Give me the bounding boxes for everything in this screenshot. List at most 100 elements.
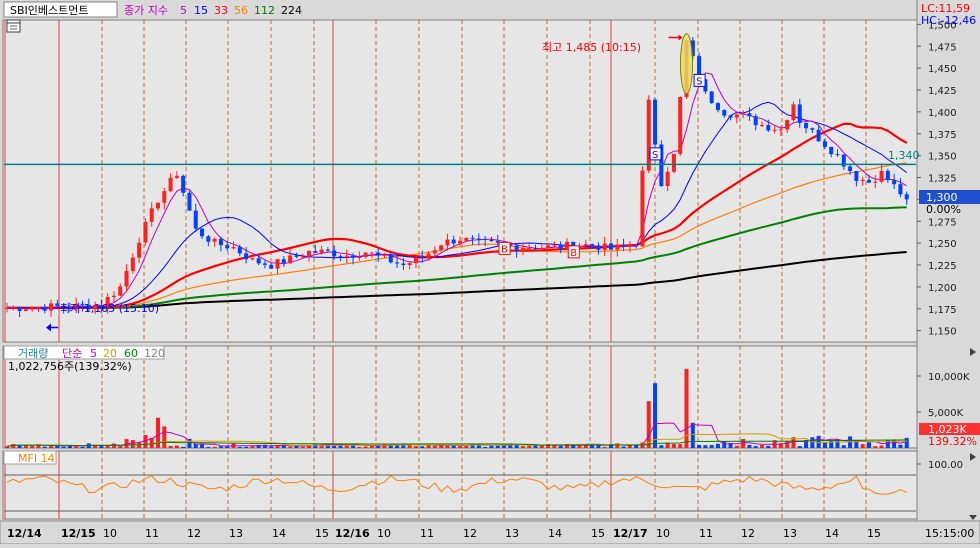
- volume-bar[interactable]: [495, 445, 500, 448]
- volume-bar[interactable]: [420, 446, 425, 448]
- volume-bar[interactable]: [898, 444, 903, 448]
- volume-bar[interactable]: [36, 444, 41, 448]
- candle-body[interactable]: [294, 255, 299, 257]
- volume-bar[interactable]: [143, 435, 148, 448]
- volume-bar[interactable]: [49, 445, 54, 448]
- candle-body[interactable]: [709, 91, 714, 104]
- candle-body[interactable]: [741, 113, 746, 115]
- scroll-arrow-icon[interactable]: [970, 348, 976, 356]
- volume-bar[interactable]: [848, 436, 853, 448]
- candle-body[interactable]: [785, 120, 790, 130]
- candle-body[interactable]: [111, 295, 116, 298]
- candle-body[interactable]: [42, 306, 47, 311]
- candle-body[interactable]: [395, 262, 400, 264]
- volume-bar[interactable]: [879, 445, 884, 448]
- candle-body[interactable]: [137, 242, 142, 258]
- candle-body[interactable]: [143, 221, 148, 243]
- candle-body[interactable]: [797, 104, 802, 123]
- candle-body[interactable]: [804, 122, 809, 129]
- candle-body[interactable]: [369, 252, 374, 254]
- candle-body[interactable]: [413, 257, 418, 264]
- candle-body[interactable]: [546, 245, 551, 248]
- volume-bar[interactable]: [300, 446, 305, 448]
- candle-body[interactable]: [451, 239, 456, 244]
- candle-body[interactable]: [602, 243, 607, 250]
- candle-body[interactable]: [244, 253, 249, 260]
- volume-bar[interactable]: [678, 444, 683, 448]
- candle-body[interactable]: [162, 191, 167, 203]
- candle-body[interactable]: [432, 250, 437, 254]
- candle-body[interactable]: [753, 116, 758, 126]
- candle-body[interactable]: [778, 129, 783, 131]
- volume-bar[interactable]: [357, 446, 362, 448]
- volume-bar[interactable]: [200, 444, 205, 448]
- volume-bar[interactable]: [791, 437, 796, 448]
- candle-body[interactable]: [873, 181, 878, 183]
- candle-body[interactable]: [904, 194, 909, 200]
- candle-body[interactable]: [49, 303, 54, 311]
- candle-body[interactable]: [55, 303, 60, 306]
- candle-body[interactable]: [520, 248, 525, 251]
- candle-body[interactable]: [363, 252, 368, 257]
- volume-bar[interactable]: [816, 435, 821, 448]
- volume-bar[interactable]: [206, 446, 211, 448]
- volume-bar[interactable]: [590, 444, 595, 448]
- candle-body[interactable]: [212, 238, 217, 242]
- volume-bar[interactable]: [281, 445, 286, 448]
- volume-bar[interactable]: [344, 444, 349, 448]
- volume-bar[interactable]: [212, 446, 217, 448]
- candle-body[interactable]: [5, 307, 9, 309]
- volume-bar[interactable]: [80, 446, 85, 448]
- candle-body[interactable]: [558, 245, 563, 249]
- candle-body[interactable]: [470, 237, 475, 239]
- candle-body[interactable]: [464, 237, 469, 241]
- volume-bar[interactable]: [319, 444, 324, 448]
- volume-bar[interactable]: [546, 443, 551, 448]
- volume-bar[interactable]: [502, 443, 507, 448]
- candle-body[interactable]: [407, 263, 412, 266]
- candle-body[interactable]: [275, 259, 280, 269]
- candle-body[interactable]: [495, 241, 500, 243]
- candle-body[interactable]: [250, 258, 255, 260]
- volume-bar[interactable]: [483, 446, 488, 448]
- volume-bar[interactable]: [445, 445, 450, 448]
- candle-body[interactable]: [476, 238, 481, 240]
- candle-body[interactable]: [11, 307, 16, 309]
- volume-bar[interactable]: [275, 446, 280, 448]
- candle-body[interactable]: [420, 257, 425, 259]
- candle-body[interactable]: [816, 129, 821, 142]
- candle-body[interactable]: [382, 254, 387, 256]
- candle-body[interactable]: [483, 239, 488, 241]
- candle-body[interactable]: [168, 177, 173, 192]
- candle-body[interactable]: [835, 154, 840, 156]
- candle-body[interactable]: [332, 250, 337, 257]
- volume-bar[interactable]: [634, 445, 639, 448]
- candle-body[interactable]: [256, 258, 261, 264]
- volume-bar[interactable]: [30, 445, 35, 448]
- volume-bar[interactable]: [760, 445, 764, 448]
- candle-body[interactable]: [225, 245, 230, 249]
- candle-body[interactable]: [231, 247, 236, 249]
- volume-bar[interactable]: [55, 445, 60, 448]
- candle-body[interactable]: [130, 257, 135, 271]
- volume-bar[interactable]: [741, 439, 746, 448]
- volume-bar[interactable]: [376, 445, 381, 448]
- candle-body[interactable]: [67, 307, 72, 309]
- volume-bar[interactable]: [307, 444, 311, 448]
- candle-body[interactable]: [898, 184, 903, 195]
- volume-bar[interactable]: [244, 446, 249, 448]
- volume-bar[interactable]: [99, 446, 104, 448]
- candle-body[interactable]: [552, 245, 557, 247]
- price-plot-area[interactable]: [2, 19, 918, 343]
- sell-signal[interactable]: [649, 147, 662, 161]
- candle-body[interactable]: [99, 304, 104, 307]
- candle-body[interactable]: [156, 202, 160, 209]
- volume-bar[interactable]: [703, 445, 708, 448]
- volume-bar[interactable]: [476, 443, 481, 448]
- candle-body[interactable]: [653, 99, 658, 145]
- candle-body[interactable]: [615, 244, 620, 250]
- volume-bar[interactable]: [854, 440, 859, 448]
- volume-bar[interactable]: [489, 445, 494, 448]
- candle-body[interactable]: [892, 180, 897, 185]
- candle-body[interactable]: [426, 253, 431, 259]
